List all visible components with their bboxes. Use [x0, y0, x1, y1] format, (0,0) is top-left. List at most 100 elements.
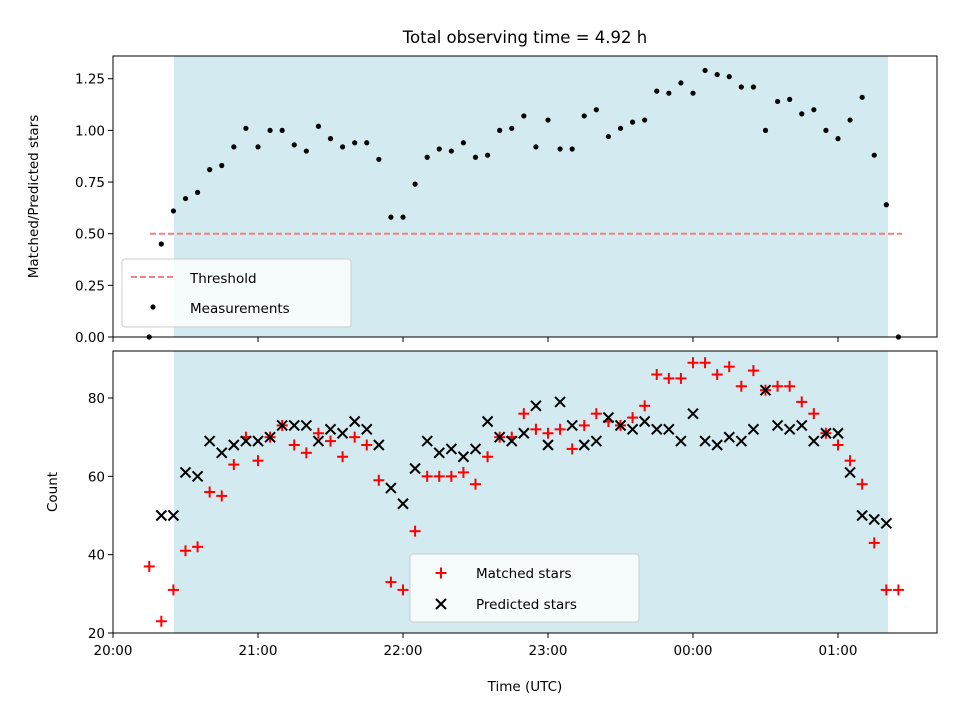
chart-title: Total observing time = 4.92 h	[402, 28, 647, 47]
measurement-point	[509, 125, 515, 131]
predicted-star-point	[808, 435, 820, 447]
measurement-point	[823, 127, 829, 133]
measurement-point	[158, 241, 164, 247]
measurement-point	[654, 88, 660, 94]
matched-star-point	[518, 408, 530, 420]
predicted-star-point	[155, 509, 168, 522]
measurement-point	[412, 181, 418, 187]
ratio-legend: Threshold Measurements	[121, 258, 352, 328]
x-tick-label: 23:00	[529, 643, 568, 659]
matched-star-points	[143, 357, 904, 627]
predicted-star-point	[759, 384, 772, 396]
predicted-star-point	[252, 435, 264, 447]
matched-star-point	[868, 537, 880, 549]
matched-star-point	[470, 478, 481, 490]
measurement-point	[545, 117, 551, 123]
measurement-point	[436, 146, 442, 152]
matched-star-point	[228, 459, 240, 471]
predicted-star-point	[590, 435, 603, 447]
predicted-star-point	[844, 466, 856, 479]
measurement-point	[847, 117, 853, 123]
ratio-y-ticks: 0.00 0.25 0.50 0.75 1.00 1.25	[75, 72, 113, 346]
predicted-star-point	[203, 435, 216, 447]
matched-star-point	[844, 455, 856, 467]
y-tick-label: 0.75	[75, 175, 105, 191]
ratio-legend-box	[121, 258, 352, 328]
predicted-star-point	[735, 435, 748, 447]
predicted-star-point	[868, 513, 880, 526]
measurement-point	[521, 113, 527, 119]
ratio-panel: 0.00 0.25 0.50 0.75 1.00 1.25 Matched/Predict…	[26, 55, 938, 346]
measurement-point	[714, 71, 720, 78]
predicted-star-point	[832, 427, 844, 439]
legend-threshold-label: Threshold	[189, 271, 257, 287]
measurement-points	[146, 67, 902, 340]
measurement-point	[364, 140, 370, 146]
predicted-star-point	[421, 435, 433, 447]
predicted-star-point	[711, 439, 723, 451]
predicted-star-point	[373, 439, 385, 451]
matched-star-point	[361, 439, 373, 451]
measurement-point	[255, 144, 261, 150]
predicted-star-point	[796, 419, 808, 432]
matched-star-point	[433, 470, 445, 482]
predicted-star-point	[880, 517, 893, 530]
predicted-star-point	[578, 439, 590, 451]
matched-star-point	[457, 466, 469, 478]
matched-star-point	[651, 369, 663, 380]
measurement-point	[182, 195, 189, 202]
matched-star-point	[639, 400, 651, 412]
predicted-star-point	[566, 419, 578, 432]
matched-star-point	[300, 447, 312, 459]
predicted-star-point	[614, 419, 627, 432]
matched-star-point	[880, 584, 892, 596]
y-tick-label: 40	[88, 548, 105, 564]
matched-star-point	[421, 470, 433, 482]
predicted-star-point	[747, 423, 760, 436]
measurement-point	[642, 117, 648, 123]
matched-star-point	[252, 455, 264, 467]
y-tick-label: 60	[88, 469, 105, 485]
count-legend: Matched stars Predicted stars	[409, 553, 640, 623]
predicted-star-points	[155, 384, 893, 530]
predicted-star-point	[457, 451, 470, 463]
matched-star-point	[699, 357, 711, 369]
legend-matched-swatch	[435, 567, 447, 579]
measurement-point	[811, 107, 817, 113]
matched-star-point	[373, 474, 385, 486]
predicted-star-point	[191, 470, 204, 483]
matched-star-point	[554, 423, 566, 435]
time-x-ticks: 20:00 21:00 22:00 23:00 00:00 01:00	[94, 633, 857, 659]
y-tick-label: 80	[88, 391, 105, 407]
time-x-label: Time (UTC)	[487, 679, 563, 695]
predicted-star-point	[518, 427, 530, 439]
measurement-point	[352, 140, 358, 146]
predicted-star-point	[602, 411, 615, 424]
measurement-point	[750, 84, 757, 90]
matched-star-point	[312, 427, 324, 439]
legend-plus-marker	[435, 567, 447, 579]
predicted-star-point	[771, 419, 784, 432]
predicted-star-point	[651, 423, 663, 436]
predicted-star-point	[675, 435, 687, 447]
predicted-star-point	[856, 509, 868, 522]
matched-star-point	[735, 380, 747, 392]
y-tick-label: 0.25	[75, 278, 105, 294]
measurement-point	[799, 111, 805, 117]
matched-star-point	[192, 541, 204, 553]
measurement-point	[533, 144, 539, 150]
predicted-star-point	[493, 431, 506, 443]
matched-star-point	[409, 525, 421, 537]
predicted-star-point	[240, 435, 252, 447]
measurement-point	[593, 107, 599, 113]
legend-matched-label: Matched stars	[476, 566, 572, 582]
measurement-point	[871, 152, 877, 158]
predicted-star-point	[397, 498, 409, 510]
predicted-star-point	[433, 447, 445, 459]
matched-star-point	[216, 490, 228, 502]
measurement-point	[497, 127, 503, 133]
measurement-point	[291, 142, 297, 148]
measurement-point	[835, 136, 841, 142]
